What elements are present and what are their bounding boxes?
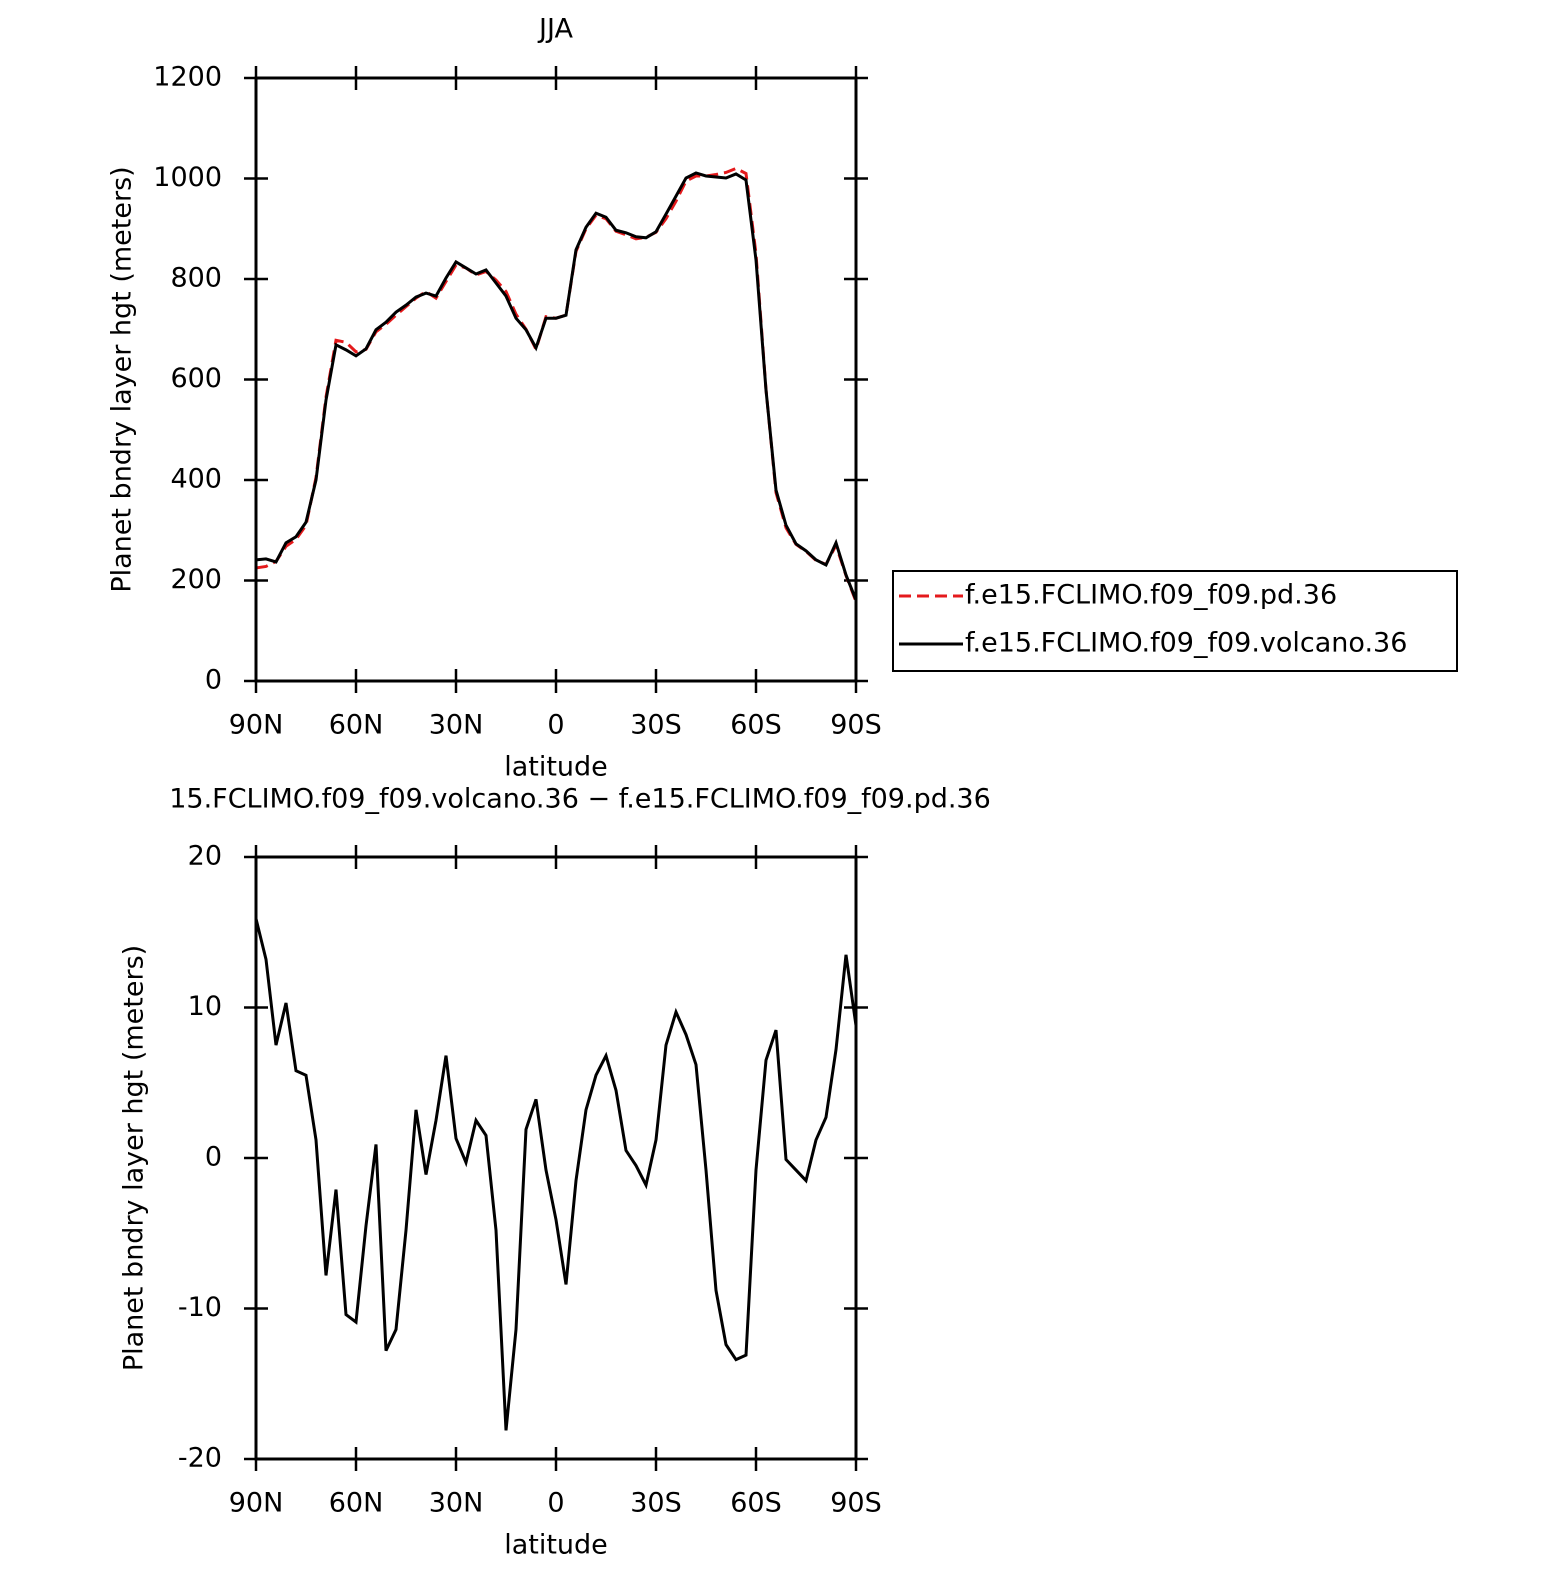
y-tick-label: 0 xyxy=(205,1142,222,1173)
x-tick-label: 60N xyxy=(329,1488,384,1519)
x-tick-label: 90S xyxy=(830,1488,882,1519)
x-tick-label: 0 xyxy=(547,710,564,741)
y-tick-label: 600 xyxy=(170,363,222,394)
x-tick-label: 30N xyxy=(429,710,484,741)
plot-frame xyxy=(254,76,858,683)
x-axis-label: latitude xyxy=(504,1530,608,1561)
y-tick-label: 20 xyxy=(188,841,222,872)
x-tick-label: 30S xyxy=(630,1488,682,1519)
x-axis-label: latitude xyxy=(504,752,608,783)
y-tick-label: 0 xyxy=(205,665,222,696)
x-tick-label: 90S xyxy=(830,710,882,741)
legend-label: f.e15.FCLIMO.f09_f09.pd.36 xyxy=(965,580,1337,611)
y-tick-label: 200 xyxy=(170,564,222,595)
y-axis-label: Planet bndry layer hgt (meters) xyxy=(119,945,150,1371)
y-tick-label: 400 xyxy=(170,464,222,495)
y-tick-label: 10 xyxy=(188,991,222,1022)
x-tick-label: 30S xyxy=(630,710,682,741)
chart-title: 15.FCLIMO.f09_f09.volcano.36 − f.e15.FCL… xyxy=(169,784,991,815)
legend-label: f.e15.FCLIMO.f09_f09.volcano.36 xyxy=(965,628,1407,659)
x-tick-label: 0 xyxy=(547,1488,564,1519)
legend-box xyxy=(892,570,1458,672)
x-tick-label: 90N xyxy=(229,1488,284,1519)
data-line xyxy=(255,171,858,601)
y-tick-label: 800 xyxy=(170,263,222,294)
y-tick-label: -10 xyxy=(178,1292,222,1323)
y-tick-label: 1000 xyxy=(153,162,222,193)
x-tick-label: 90N xyxy=(229,710,284,741)
data-line xyxy=(254,918,858,1431)
x-tick-label: 60S xyxy=(730,710,782,741)
y-tick-label: -20 xyxy=(178,1443,222,1474)
x-tick-label: 60N xyxy=(329,710,384,741)
chart-title: JJA xyxy=(537,14,573,45)
y-axis-label: Planet bndry layer hgt (meters) xyxy=(107,166,138,592)
x-tick-label: 60S xyxy=(730,1488,782,1519)
x-tick-label: 30N xyxy=(429,1488,484,1519)
plot-frame xyxy=(254,855,858,1461)
y-tick-label: 1200 xyxy=(153,62,222,93)
